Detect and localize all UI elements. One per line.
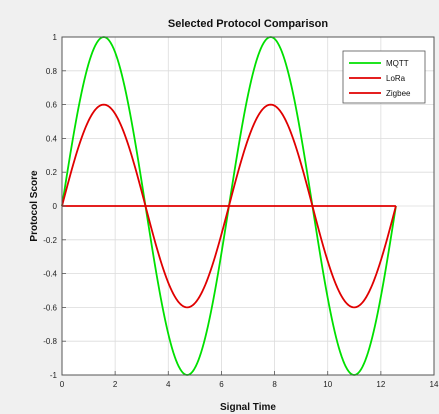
x-axis-label: Signal Time <box>220 402 276 413</box>
legend-label-zigbee: Zigbee <box>386 89 411 98</box>
y-tick-label: 0.2 <box>46 168 58 177</box>
y-tick-label: 0 <box>53 202 58 211</box>
x-tick-label: 8 <box>272 380 277 389</box>
y-axis-label: Protocol Score <box>29 170 40 242</box>
y-tick-label: -0.2 <box>43 236 57 245</box>
y-tick-label: -1 <box>50 371 58 380</box>
x-tick-label: 12 <box>376 380 385 389</box>
y-tick-label: 1 <box>53 33 58 42</box>
x-tick-label: 4 <box>166 380 171 389</box>
x-tick-label: 0 <box>60 380 65 389</box>
x-tick-label: 6 <box>219 380 224 389</box>
y-tick-label: -0.8 <box>43 337 57 346</box>
x-axis-ticks: 0 2 4 6 8 10 12 14 <box>60 371 439 389</box>
y-tick-label: 0.6 <box>46 101 58 110</box>
chart-title: Selected Protocol Comparison <box>168 18 328 30</box>
x-tick-label: 14 <box>430 380 439 389</box>
y-tick-label: -0.6 <box>43 303 57 312</box>
legend-box <box>342 50 426 104</box>
x-tick-label: 10 <box>323 380 332 389</box>
legend-label-mqtt: MQTT <box>386 59 409 68</box>
x-tick-label: 2 <box>113 380 118 389</box>
series-lines <box>61 36 397 376</box>
legend: MQTT LoRa Zigbee <box>342 50 426 104</box>
y-axis-ticks: -1 -0.8 -0.6 -0.4 -0.2 0 0.2 0.4 0.6 0.8 1 <box>43 33 66 380</box>
legend-label-lora: LoRa <box>386 74 406 83</box>
y-tick-label: -0.4 <box>43 270 57 279</box>
y-tick-label: 0.4 <box>46 134 58 143</box>
y-tick-label: 0.8 <box>46 67 58 76</box>
